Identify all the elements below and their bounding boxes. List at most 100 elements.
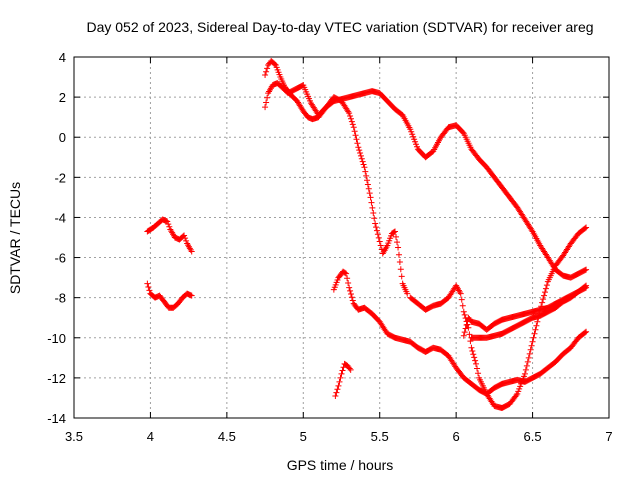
data-point-marker: [350, 124, 357, 131]
data-point-marker: [264, 65, 271, 72]
data-point-marker: [413, 143, 420, 150]
data-point-marker: [343, 270, 350, 277]
data-point-marker: [457, 290, 464, 297]
data-point-marker: [471, 354, 478, 361]
data-point-marker: [394, 239, 401, 246]
data-point-marker: [165, 221, 172, 228]
data-point-marker: [356, 147, 363, 154]
data-point-marker: [582, 329, 589, 336]
data-point-marker: [349, 121, 356, 128]
data-point-marker: [338, 370, 345, 377]
data-point-marker: [393, 233, 400, 240]
data-point-marker: [352, 132, 359, 139]
data-points: [144, 58, 590, 411]
data-point-marker: [362, 168, 369, 175]
data-point-marker: [516, 385, 523, 392]
data-point-marker: [346, 284, 353, 291]
data-point-marker: [346, 110, 353, 117]
data-point-marker: [413, 141, 420, 148]
data-point-marker: [583, 266, 590, 273]
data-point-marker: [517, 383, 524, 390]
data-point-marker: [520, 373, 527, 380]
data-point-marker: [458, 296, 465, 303]
series-seg9: [468, 282, 590, 341]
data-point-marker: [529, 338, 536, 345]
data-point-marker: [361, 164, 368, 171]
data-point-marker: [374, 231, 381, 238]
data-point-marker: [372, 220, 379, 227]
data-point-marker: [333, 389, 340, 396]
data-point-marker: [473, 360, 480, 367]
data-point-marker: [166, 223, 173, 230]
data-point-marker: [346, 365, 353, 372]
data-point-marker: [347, 366, 354, 373]
data-point-marker: [146, 287, 153, 294]
data-point-marker: [164, 218, 171, 225]
data-point-marker: [339, 367, 346, 374]
data-point-marker: [475, 370, 482, 377]
data-point-marker: [395, 244, 402, 251]
chart-title: Day 052 of 2023, Sidereal Day-to-day VTE…: [86, 19, 593, 35]
data-point-marker: [347, 291, 354, 298]
data-point-marker: [396, 258, 403, 265]
data-point-marker: [354, 140, 361, 147]
data-point-marker: [363, 172, 370, 179]
data-point-marker: [539, 299, 546, 306]
data-point-marker: [145, 283, 152, 290]
data-point-marker: [351, 128, 358, 135]
data-point-marker: [355, 144, 362, 151]
data-point-marker: [263, 99, 270, 106]
y-tick-label: -8: [54, 291, 66, 306]
data-point-marker: [526, 350, 533, 357]
data-point-marker: [513, 392, 520, 399]
y-tick-label: -10: [47, 331, 66, 346]
data-point-marker: [371, 215, 378, 222]
data-point-marker: [583, 224, 590, 231]
data-point-marker: [347, 287, 354, 294]
x-tick-label: 4: [147, 429, 154, 444]
data-point-marker: [463, 321, 470, 328]
x-tick-label: 6: [453, 429, 460, 444]
data-point-marker: [364, 177, 371, 184]
data-point-marker: [410, 133, 417, 140]
data-point-marker: [541, 289, 548, 296]
y-tick-label: 2: [59, 90, 66, 105]
plot-frame: [73, 56, 610, 419]
data-point-marker: [407, 126, 414, 133]
data-point-marker: [459, 302, 466, 309]
data-point-marker: [264, 94, 271, 101]
data-point-marker: [470, 351, 477, 358]
data-point-marker: [366, 190, 373, 197]
data-point-marker: [582, 283, 589, 290]
data-point-marker: [460, 308, 467, 315]
data-point-marker: [404, 290, 411, 297]
data-point-marker: [534, 318, 541, 325]
data-point-marker: [358, 155, 365, 162]
data-point-marker: [334, 386, 341, 393]
data-point-marker: [583, 282, 590, 289]
data-point-marker: [188, 248, 195, 255]
data-point-marker: [368, 199, 375, 206]
data-point-marker: [528, 227, 535, 234]
x-tick-label: 3.5: [65, 429, 83, 444]
data-point-marker: [262, 104, 269, 111]
data-point-marker: [376, 238, 383, 245]
data-point-marker: [528, 342, 535, 349]
data-point-marker: [532, 326, 539, 333]
data-point-marker: [392, 228, 398, 235]
data-point-marker: [461, 329, 468, 336]
data-point-marker: [541, 292, 548, 299]
data-point-marker: [373, 224, 380, 231]
series-seg1: [144, 216, 195, 255]
data-point-marker: [543, 282, 550, 289]
data-point-marker: [348, 294, 355, 301]
y-axis-label: SDTVAR / TECUs: [7, 182, 23, 294]
data-point-marker: [360, 161, 367, 168]
data-point-marker: [336, 378, 343, 385]
data-point-marker: [542, 285, 549, 292]
data-point-marker: [530, 334, 537, 341]
data-point-marker: [375, 234, 382, 241]
data-point-marker: [182, 235, 189, 242]
data-point-marker: [462, 325, 469, 332]
